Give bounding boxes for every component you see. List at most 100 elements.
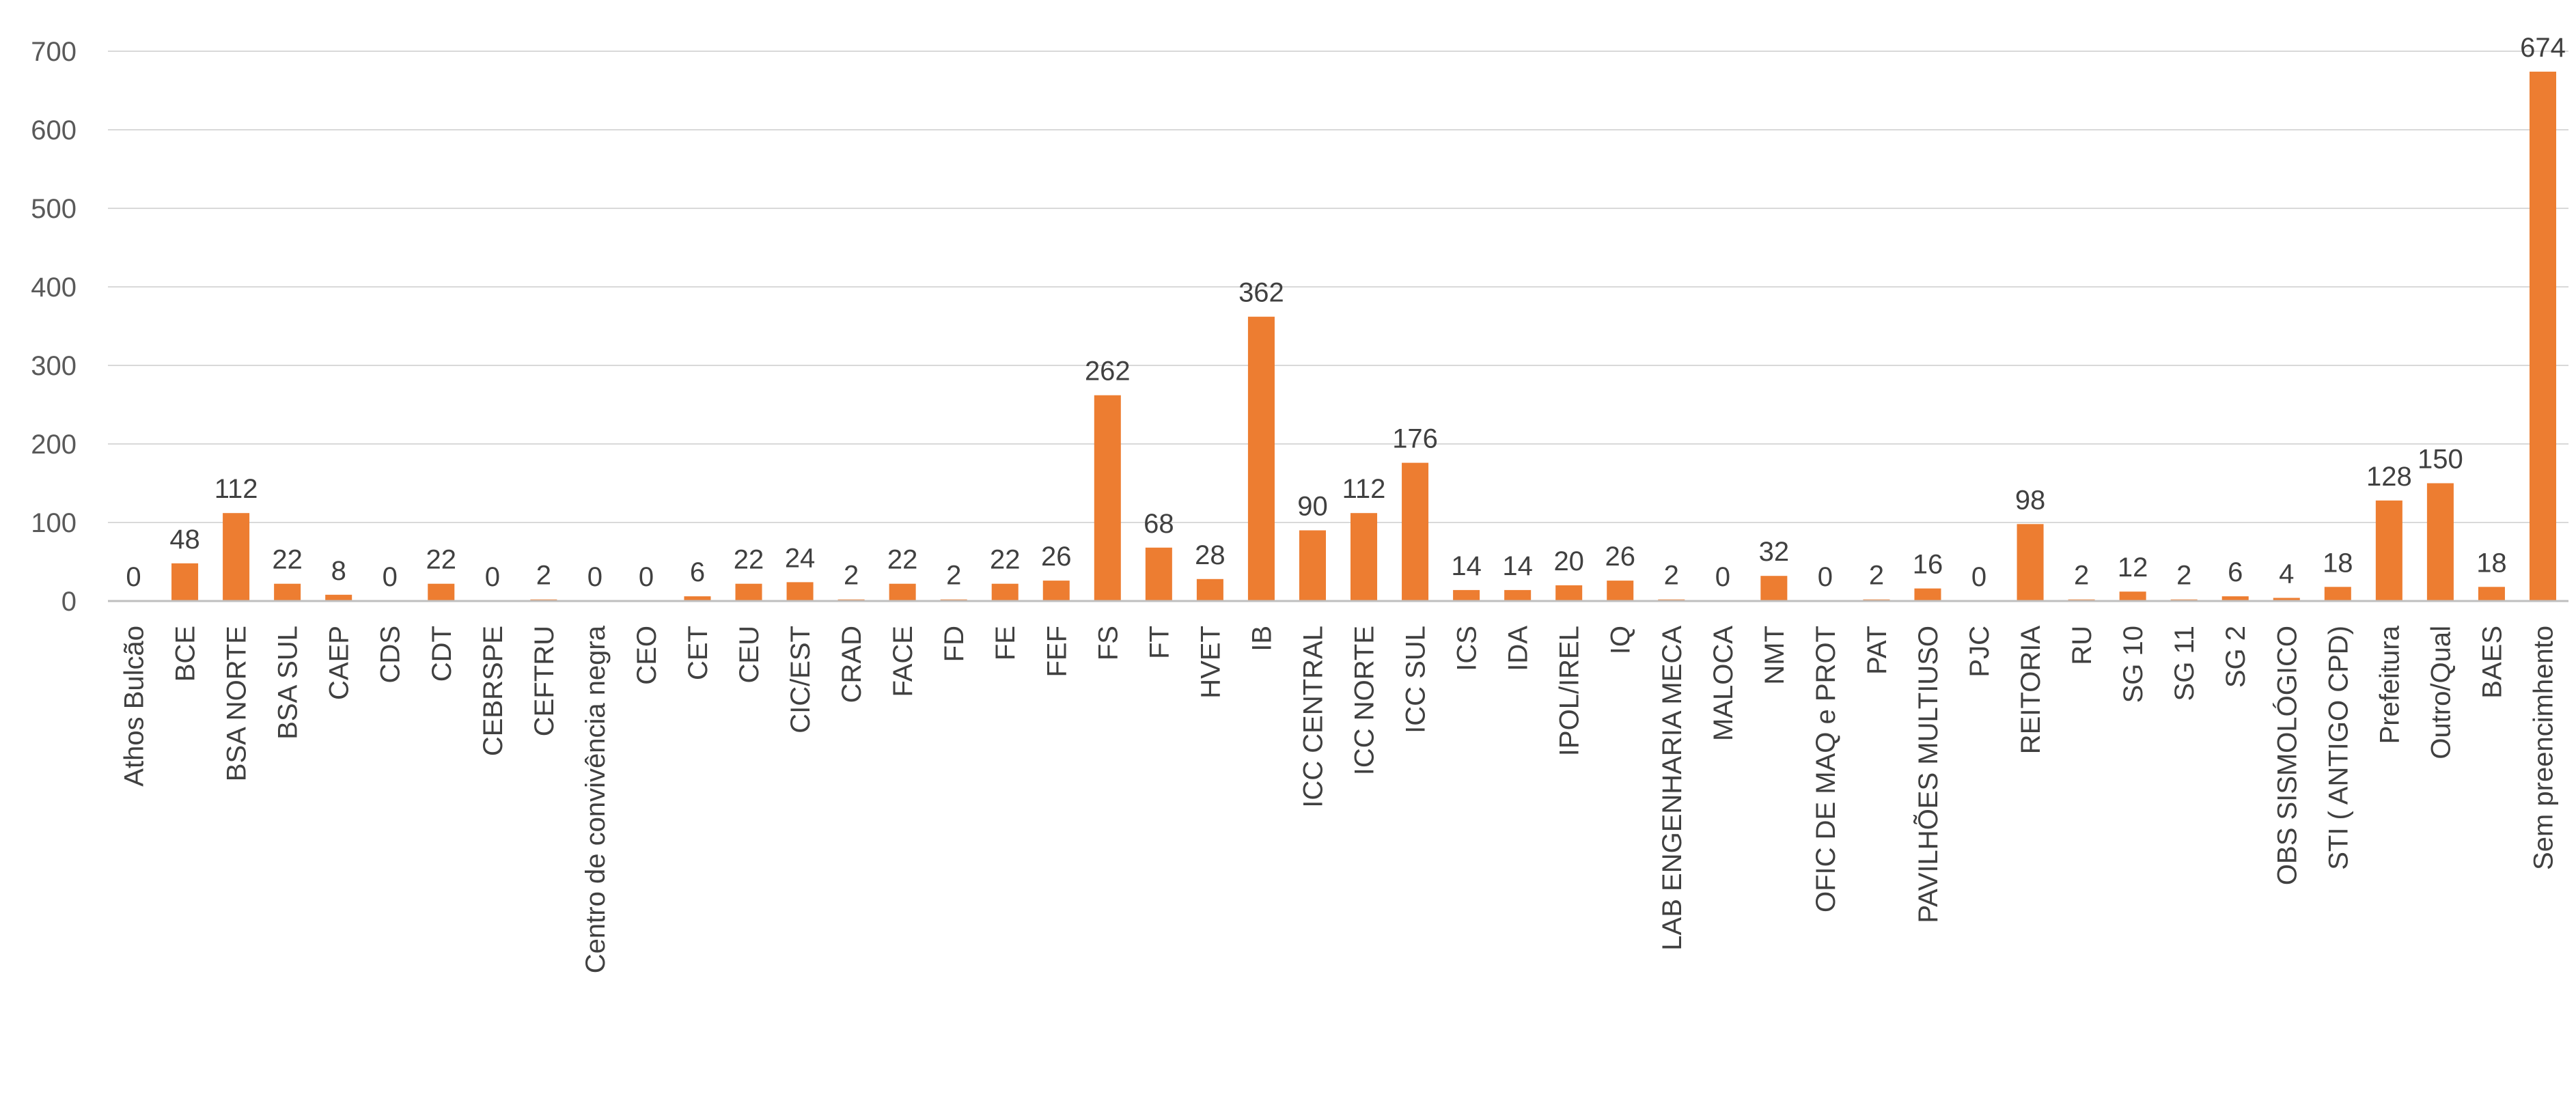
x-tick-label: SG 10 [2118, 626, 2148, 703]
x-tick-label: SG 2 [2221, 626, 2251, 688]
y-tick-label: 700 [31, 37, 77, 67]
bar [1247, 316, 1275, 601]
data-label: 14 [1502, 551, 1533, 581]
x-tick-label: IB [1247, 626, 1277, 652]
x-axis-ticks: Athos Bulcão BCE BSA NORTE BSA SUL CAEP CDS CD… [120, 625, 2559, 973]
x-tick-label: Athos Bulcão [120, 626, 150, 787]
bar [1607, 581, 1634, 601]
data-label: 362 [1238, 278, 1284, 308]
x-tick-label: OBS SISMOLÓGICO [2271, 626, 2302, 885]
x-tick-label: FT [1144, 626, 1174, 659]
x-tick-label: CDS [376, 626, 406, 683]
bar [1504, 589, 1532, 601]
x-tick-label: Outro/Qual [2426, 626, 2456, 759]
data-label: 90 [1297, 492, 1328, 522]
y-tick-label: 100 [31, 508, 77, 538]
bar [2273, 598, 2300, 601]
data-label: 12 [2118, 553, 2148, 583]
x-tick-label: BAES [2477, 626, 2507, 699]
x-tick-label: PAT [1862, 626, 1892, 675]
data-label: 2 [1869, 561, 1884, 591]
x-tick-label: MALOCA [1708, 626, 1739, 741]
bar [1453, 589, 1480, 601]
bar [2529, 71, 2556, 601]
bar [1555, 585, 1583, 601]
data-label: 18 [2323, 548, 2353, 578]
bar [1196, 578, 1223, 601]
x-tick-label: FD [939, 626, 969, 662]
data-label: 176 [1392, 424, 1438, 454]
y-tick-label: 400 [31, 273, 77, 303]
bar [889, 583, 916, 601]
x-tick-label: CET [683, 626, 713, 680]
data-label: 2 [2176, 561, 2191, 591]
x-tick-label: LAB ENGENHARIA MECA [1657, 626, 1687, 951]
bar [1042, 581, 1070, 601]
data-label: 0 [1818, 562, 1833, 592]
data-label: 0 [383, 562, 398, 592]
x-tick-label: Sem preencimhento [2528, 626, 2558, 870]
data-label: 112 [1342, 474, 1386, 504]
x-tick-label: ICC CENTRAL [1298, 626, 1328, 808]
bar [2119, 591, 2146, 601]
bar [1760, 576, 1788, 601]
data-label: 4 [2279, 559, 2294, 589]
bar [786, 582, 814, 601]
x-tick-label: ICC SUL [1401, 626, 1431, 734]
x-tick-label: BSA NORTE [222, 626, 252, 781]
data-label: 28 [1195, 540, 1225, 570]
data-label: 112 [214, 474, 258, 504]
bar [991, 583, 1019, 601]
x-tick-label: STI ( ANTIGO CPD) [2323, 626, 2353, 870]
bar [1299, 530, 1326, 601]
data-label: 0 [485, 562, 500, 592]
bar [735, 583, 762, 601]
y-axis-ticks: 0 100 200 300 400 500 600 700 [31, 37, 77, 617]
data-label: 26 [1041, 542, 1072, 572]
x-tick-label: CAEP [324, 626, 355, 700]
x-tick-label: IPOL/IREL [1555, 626, 1585, 756]
x-tick-label: FACE [888, 626, 918, 697]
x-tick-label: PJC [1965, 626, 1995, 678]
data-label: 2 [1664, 561, 1679, 591]
bars [171, 71, 2556, 601]
data-label: 6 [2228, 557, 2243, 587]
data-label: 0 [587, 562, 603, 592]
data-label: 2 [844, 561, 859, 591]
bar [2017, 524, 2044, 601]
data-label: 674 [2520, 33, 2566, 63]
data-label: 18 [2476, 548, 2507, 578]
x-tick-label: RU [2067, 626, 2097, 665]
data-label: 16 [1913, 550, 1943, 580]
x-tick-label: BCE [171, 626, 201, 682]
bar [1094, 395, 1121, 601]
x-tick-label: PAVILHÕES MULTIUSO [1913, 626, 1943, 923]
data-label: 22 [426, 545, 457, 575]
data-label: 0 [639, 562, 654, 592]
data-label: 14 [1451, 551, 1482, 581]
bar [2324, 587, 2351, 601]
y-tick-label: 300 [31, 351, 77, 381]
bar [1402, 462, 1429, 601]
y-tick-label: 0 [61, 587, 77, 617]
x-tick-label: IQ [1606, 626, 1636, 654]
data-label: 2 [946, 561, 961, 591]
x-tick-label: BSA SUL [273, 626, 303, 740]
y-tick-label: 500 [31, 194, 77, 224]
data-label: 32 [1759, 537, 1790, 567]
bar [2478, 587, 2505, 601]
data-label: 22 [272, 545, 303, 575]
bar [1351, 513, 1378, 601]
gridlines [108, 51, 2568, 523]
x-tick-label: OFIC DE MAQ e PROT [1811, 626, 1841, 912]
x-tick-label: FE [991, 626, 1021, 660]
data-label: 8 [331, 556, 346, 586]
data-label: 0 [1715, 562, 1730, 592]
x-tick-label: ICC NORTE [1350, 626, 1380, 775]
data-label: 0 [126, 562, 141, 592]
x-tick-label: CEU [734, 626, 764, 683]
data-label: 2 [2074, 561, 2089, 591]
data-label: 26 [1605, 542, 1635, 572]
